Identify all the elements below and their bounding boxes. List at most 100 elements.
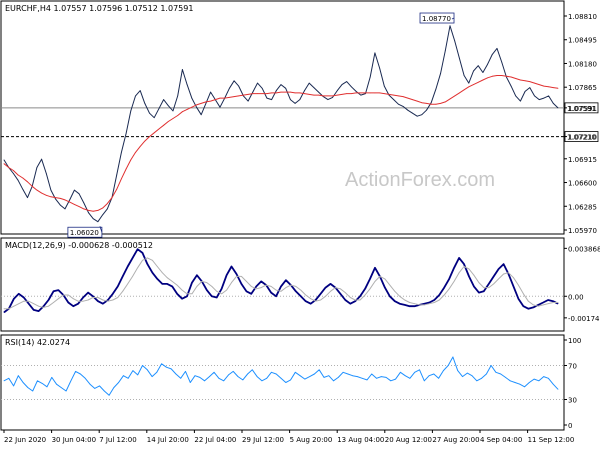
macd-data-point <box>508 272 509 274</box>
macd-data-point <box>369 278 371 280</box>
price-data-point <box>172 118 174 119</box>
macd-data-point <box>18 293 20 295</box>
macd-data-point <box>77 300 79 302</box>
price-data-point <box>412 99 413 100</box>
price-data-point <box>22 177 24 179</box>
price-data-point <box>243 94 244 96</box>
price-data-point <box>271 99 272 100</box>
rsi-data-point <box>409 377 411 379</box>
price-data-point <box>548 86 549 88</box>
macd-data-point <box>241 276 242 277</box>
price-y-tick-label: 1.07591 <box>568 105 597 113</box>
price-data-point <box>459 57 460 59</box>
price-data-point <box>346 81 348 82</box>
rsi-data-point <box>118 382 119 383</box>
rsi-data-point <box>3 380 5 382</box>
price-data-point <box>313 87 315 88</box>
price-data-point <box>538 99 540 100</box>
price-data-point <box>468 86 470 88</box>
macd-data-point <box>92 297 94 298</box>
price-data-point <box>280 91 282 93</box>
price-data-point <box>233 80 235 82</box>
price-data-point <box>308 94 310 95</box>
time-x-axis: 22 Jun 2020 30 Jun 04:00 7 Jul 12:00 14 Jul… <box>3 430 574 444</box>
price-data-point <box>153 132 155 134</box>
price-data-point <box>412 112 413 114</box>
price-data-point <box>444 50 446 52</box>
rsi-data-point <box>22 382 24 383</box>
price-data-point <box>233 96 235 97</box>
price-data-point <box>440 72 441 74</box>
macd-data-point <box>448 288 450 290</box>
macd-data-point <box>424 304 425 306</box>
price-y-tick-label: 1.07210 <box>568 134 597 142</box>
price-data-point <box>304 90 305 91</box>
macd-data-point <box>349 303 351 305</box>
rsi-data-point <box>228 374 229 376</box>
macd-data-point <box>429 303 430 305</box>
price-data-point <box>543 97 545 99</box>
macd-data-point <box>325 287 326 288</box>
rsi-data-point <box>37 380 38 382</box>
rsi-data-point <box>294 371 296 373</box>
macd-data-point <box>438 294 440 296</box>
macd-data-point <box>8 308 10 310</box>
rsi-data-point <box>251 369 253 371</box>
macd-data-point <box>53 290 54 292</box>
macd-data-point <box>72 298 74 300</box>
macd-data-point <box>404 299 406 301</box>
rsi-data-point <box>242 379 244 381</box>
rsi-data-point <box>552 383 554 385</box>
macd-data-point <box>102 299 104 301</box>
macd-data-point <box>241 283 242 285</box>
macd-data-point <box>265 284 267 286</box>
price-data-point <box>374 52 376 54</box>
macd-data-point <box>191 282 193 283</box>
macd-data-point <box>161 272 163 274</box>
price-data-point <box>200 103 202 104</box>
macd-data-point <box>231 282 232 283</box>
rsi-data-point <box>414 371 416 373</box>
price-data-point <box>557 107 559 109</box>
macd-data-point <box>147 263 148 265</box>
rsi-data-point <box>466 372 468 374</box>
macd-data-point <box>38 310 39 312</box>
price-data-point <box>402 106 404 107</box>
macd-data-point <box>221 293 223 295</box>
price-data-point <box>158 108 160 110</box>
price-data-point <box>444 101 446 103</box>
price-data-point <box>430 102 432 104</box>
price-data-point <box>426 109 427 111</box>
macd-data-point <box>458 272 460 274</box>
rsi-data-point <box>314 373 315 375</box>
price-data-point <box>454 40 456 42</box>
macd-series-line <box>3 248 559 314</box>
macd-data-point <box>112 293 114 295</box>
price-data-point <box>186 109 188 110</box>
price-data-point <box>59 204 61 206</box>
price-data-point <box>487 77 488 79</box>
rsi-data-point <box>46 386 48 388</box>
macd-data-point <box>320 299 321 301</box>
macd-data-point <box>181 289 183 291</box>
rsi-data-point <box>385 377 387 378</box>
macd-data-point <box>280 286 282 287</box>
macd-data-point <box>518 298 519 300</box>
macd-data-point <box>527 300 529 302</box>
macd-data-point <box>285 287 287 288</box>
rsi-data-point <box>103 390 105 392</box>
macd-data-point <box>532 304 534 306</box>
price-data-point <box>153 117 155 119</box>
rsi-data-point <box>266 377 268 379</box>
price-data-point <box>13 173 14 174</box>
price-data-point <box>449 98 451 100</box>
price-data-point <box>247 100 249 102</box>
price-data-point <box>139 90 141 91</box>
price-data-point <box>398 103 399 105</box>
price-data-point <box>520 79 521 81</box>
macd-data-point <box>557 302 559 303</box>
price-data-point <box>177 115 179 116</box>
rsi-data-point <box>538 380 540 382</box>
rsi-data-point <box>247 373 249 375</box>
